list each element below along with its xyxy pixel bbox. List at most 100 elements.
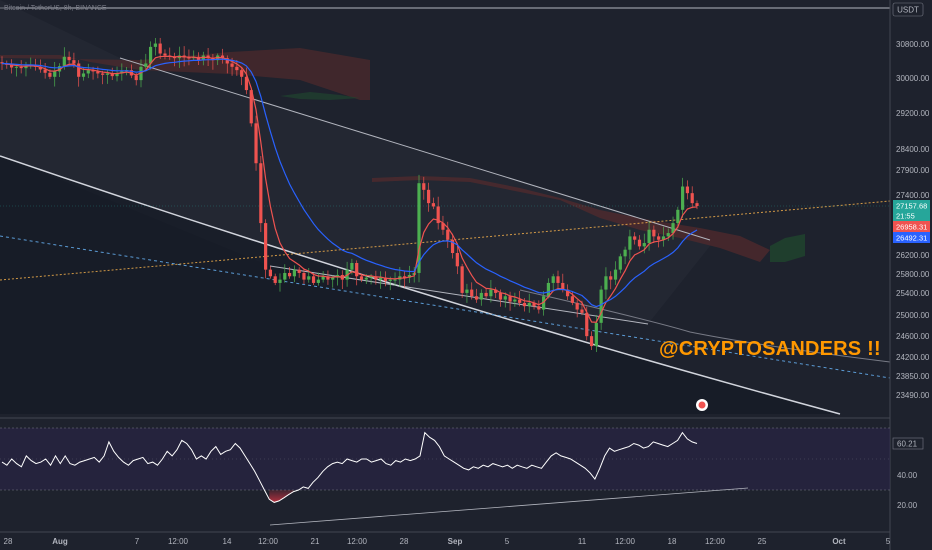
- price-tick-label: 25400.00: [896, 289, 930, 298]
- rsi-trendline[interactable]: [269, 487, 749, 526]
- fast-moving-average-line[interactable]: [1, 55, 698, 323]
- slow-moving-average-line[interactable]: [1, 58, 698, 308]
- slow-ma-tag-text: 26492.31: [896, 234, 927, 243]
- candle-body: [647, 229, 651, 244]
- time-tick-label: 28: [4, 537, 13, 546]
- candle-body: [676, 209, 680, 224]
- candle-body: [326, 276, 330, 280]
- candle-body: [599, 289, 603, 323]
- candle-body: [139, 66, 143, 81]
- time-tick-label: 12:00: [705, 537, 726, 546]
- curved-support-line[interactable]: [0, 155, 841, 415]
- candle-body: [283, 272, 287, 280]
- candle-body: [441, 223, 445, 230]
- fast-ma-tag: [893, 221, 930, 232]
- candle-body: [110, 73, 114, 77]
- candle-body: [268, 269, 273, 277]
- candle-body: [359, 276, 364, 280]
- price-pane[interactable]: [0, 0, 891, 415]
- candle-body: [609, 276, 613, 280]
- candle-body: [508, 296, 512, 302]
- candle-body: [48, 72, 52, 77]
- rsi-value-tag-text: 60.21: [897, 440, 918, 449]
- candle-body: [292, 269, 296, 277]
- descending-channel-upper-line[interactable]: [119, 57, 711, 241]
- price-axis[interactable]: USDT 30800.00 30000.00 29200.00 28400.00 279…: [889, 0, 932, 550]
- currency-label[interactable]: USDT: [897, 6, 919, 15]
- candle-body: [72, 60, 76, 64]
- time-tick-label: 28: [400, 537, 409, 546]
- candle-body: [264, 223, 268, 270]
- candle-body: [67, 56, 71, 61]
- candle-body: [450, 239, 455, 254]
- time-tick-label: 21: [311, 537, 320, 546]
- dashed-blue-trendline[interactable]: [0, 235, 891, 379]
- time-tick-label: 14: [223, 537, 232, 546]
- candle-body: [575, 302, 579, 310]
- candle-body: [460, 266, 464, 293]
- symbol-title: Bitcoin / TetherUS, 8h, BINANCE: [4, 5, 107, 12]
- time-tick-label: 11: [578, 537, 587, 546]
- dotted-orange-trendline[interactable]: [0, 200, 891, 281]
- candle-body: [407, 274, 412, 278]
- time-tick-label: 18: [668, 537, 677, 546]
- candle-body: [637, 239, 642, 247]
- price-tick-label: 29200.00: [896, 109, 930, 118]
- candle-body: [374, 276, 378, 280]
- candle-body: [331, 277, 335, 280]
- candle-body: [225, 58, 229, 64]
- candle-body: [163, 53, 167, 56]
- candle-body: [618, 256, 622, 270]
- price-tick-label: 23850.00: [896, 372, 930, 381]
- candle-body: [681, 186, 685, 210]
- candle-body: [613, 269, 618, 280]
- price-axis-background: [890, 0, 932, 550]
- candle-body: [551, 276, 555, 283]
- candle-body: [144, 63, 148, 67]
- rsi-tick-label: 20.00: [897, 501, 918, 510]
- candle-body: [537, 306, 541, 310]
- candle-body: [388, 279, 392, 281]
- candle-body: [287, 272, 292, 277]
- projection-curve[interactable]: [519, 289, 891, 363]
- price-tick-label: 30000.00: [896, 74, 930, 83]
- candle-body: [436, 206, 440, 224]
- candle-body: [426, 189, 431, 204]
- rsi-line[interactable]: [1, 431, 698, 503]
- candle-body: [657, 236, 661, 240]
- time-axis[interactable]: 28 Aug 7 12:00 14 12:00 21 12:00 28 Sep 5 11 12:00 18…: [4, 537, 891, 546]
- candle-body: [546, 282, 551, 297]
- rsi-tick-label: 40.00: [897, 471, 918, 480]
- candle-body: [57, 66, 62, 72]
- candle-body: [666, 233, 670, 237]
- candle-body: [623, 249, 627, 257]
- candle-body: [53, 71, 57, 77]
- candle-body: [43, 69, 47, 73]
- candle-body: [91, 70, 95, 72]
- rsi-pane[interactable]: 40.00 20.00 60.21: [0, 427, 924, 526]
- price-tick-label: 25000.00: [896, 311, 930, 320]
- candle-body: [77, 63, 81, 77]
- candle-body: [96, 71, 100, 74]
- currency-label-box[interactable]: [892, 2, 924, 17]
- candle-body: [695, 203, 699, 206]
- candle-body: [589, 336, 594, 347]
- candle-body: [9, 64, 14, 68]
- candle-body: [532, 302, 536, 307]
- channel-fill: [0, 0, 710, 324]
- price-tick-label: 24600.00: [896, 332, 930, 341]
- candle-body: [465, 289, 469, 293]
- candle-body: [565, 289, 570, 297]
- candle-body: [513, 299, 517, 302]
- candle-body: [273, 276, 277, 283]
- replay-icon[interactable]: [696, 399, 708, 411]
- candle-body: [172, 56, 177, 59]
- candle-body: [580, 309, 584, 313]
- candle-body: [556, 276, 560, 283]
- time-tick-label: 12:00: [347, 537, 368, 546]
- candle-body: [383, 277, 388, 281]
- time-tick-label: 12:00: [168, 537, 189, 546]
- candle-body: [134, 75, 138, 81]
- candle-body: [470, 289, 474, 297]
